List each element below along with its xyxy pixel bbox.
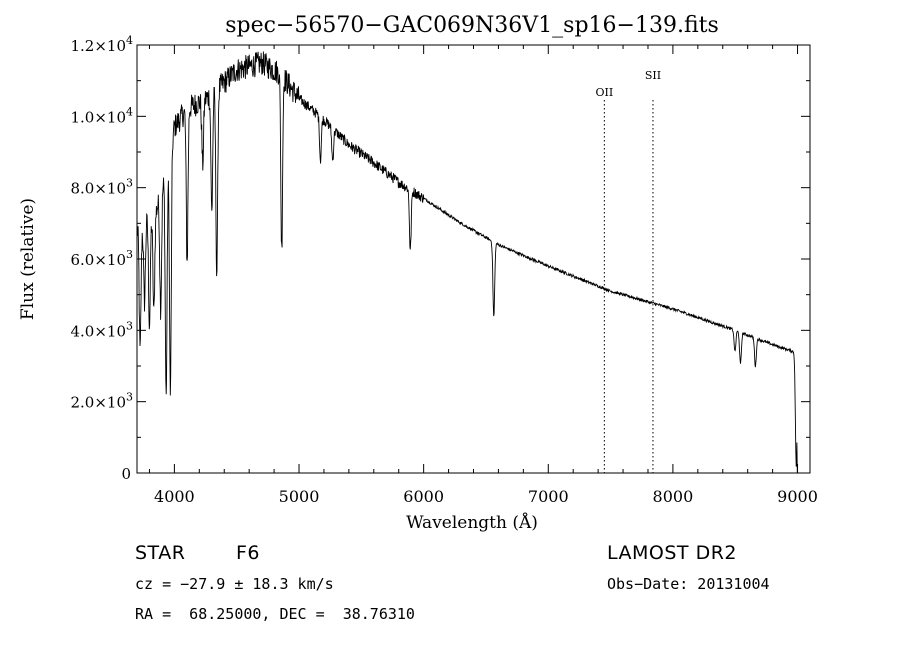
x-axis: 4000 5000 6000 7000 8000 9000 [148, 45, 818, 506]
survey-label: LAMOST DR2 [607, 542, 737, 564]
x-tick-label: 9000 [777, 487, 818, 506]
y-tick-label: 8.0×103 [70, 177, 133, 198]
emission-marker-label: SII [645, 69, 661, 82]
x-tick-label: 6000 [403, 487, 444, 506]
x-tick-label: 5000 [279, 487, 320, 506]
y-tick-label: 1.0×104 [70, 105, 133, 126]
y-tick-label: 6.0×103 [70, 248, 133, 269]
object-subclass: F6 [236, 542, 261, 564]
redshift-velocity: cz = −27.9 ± 18.3 km/s [135, 575, 334, 593]
y-axis: 0 2.0×103 4.0×103 6.0×103 8.0×103 1.0×104 1.2×… [70, 34, 810, 483]
y-tick-label: 1.2×104 [70, 34, 133, 55]
plot-area [136, 44, 811, 474]
plot-frame [136, 44, 811, 474]
x-tick-label: 8000 [653, 487, 694, 506]
x-tick-label: 4000 [154, 487, 195, 506]
line-markers: OII SII [596, 69, 661, 473]
y-tick-label: 0 [121, 465, 131, 483]
y-tick-label: 2.0×103 [70, 391, 133, 412]
spectrum-line [136, 51, 798, 474]
y-axis-label: Flux (relative) [18, 198, 38, 320]
x-axis-label: Wavelength (Å) [406, 512, 538, 533]
y-tick-label: 4.0×103 [70, 319, 133, 340]
emission-marker-label: OII [596, 86, 614, 99]
x-tick-label: 7000 [528, 487, 569, 506]
chart-title: spec−56570−GAC069N36V1_sp16−139.fits [225, 13, 719, 38]
object-class: STAR [135, 542, 186, 564]
sky-coordinates: RA = 68.25000, DEC = 38.76310 [135, 605, 415, 623]
observation-date: Obs−Date: 20131004 [607, 575, 770, 593]
